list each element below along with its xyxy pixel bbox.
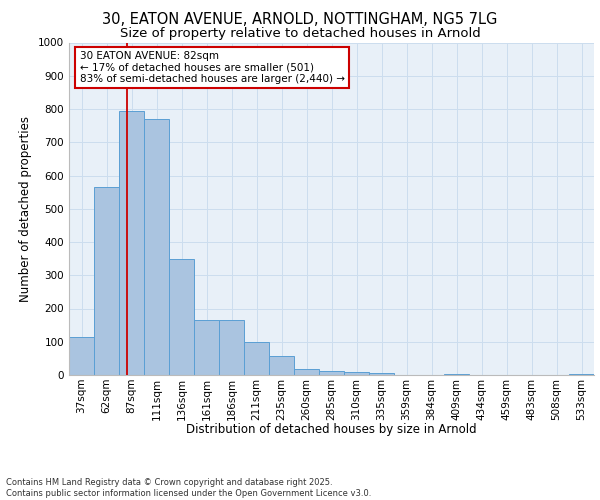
Bar	[294, 369, 319, 375]
Text: 30, EATON AVENUE, ARNOLD, NOTTINGHAM, NG5 7LG: 30, EATON AVENUE, ARNOLD, NOTTINGHAM, NG…	[103, 12, 497, 28]
Bar	[119, 110, 144, 375]
Text: 30 EATON AVENUE: 82sqm
← 17% of detached houses are smaller (501)
83% of semi-de: 30 EATON AVENUE: 82sqm ← 17% of detached…	[79, 51, 344, 84]
Bar	[219, 320, 244, 375]
Bar	[144, 119, 169, 375]
Bar	[444, 374, 469, 375]
Bar	[169, 258, 194, 375]
Y-axis label: Number of detached properties: Number of detached properties	[19, 116, 32, 302]
Bar	[269, 356, 294, 375]
Text: Contains HM Land Registry data © Crown copyright and database right 2025.
Contai: Contains HM Land Registry data © Crown c…	[6, 478, 371, 498]
Bar	[319, 370, 344, 375]
Bar	[194, 320, 219, 375]
Bar	[69, 338, 94, 375]
Bar	[369, 374, 394, 375]
Text: Size of property relative to detached houses in Arnold: Size of property relative to detached ho…	[119, 28, 481, 40]
X-axis label: Distribution of detached houses by size in Arnold: Distribution of detached houses by size …	[186, 422, 477, 436]
Bar	[344, 372, 369, 375]
Bar	[244, 342, 269, 375]
Bar	[94, 187, 119, 375]
Bar	[569, 374, 594, 375]
